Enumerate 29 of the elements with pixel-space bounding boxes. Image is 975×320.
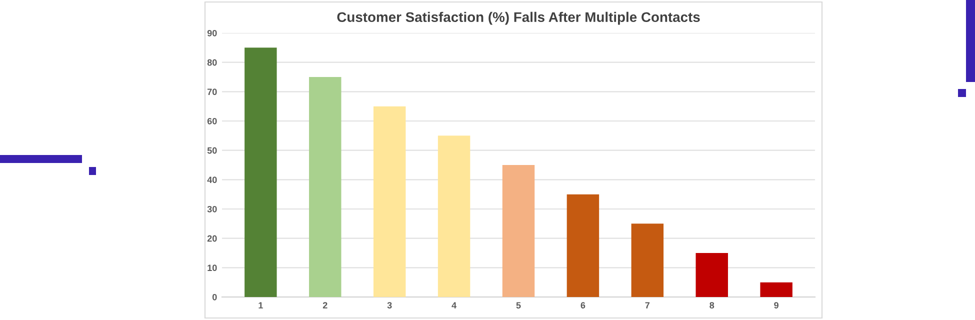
y-tick-label: 20	[207, 235, 217, 242]
chart-title: Customer Satisfaction (%) Falls After Multiple Contacts	[337, 12, 700, 25]
bar	[566, 194, 600, 297]
y-tick-label: 70	[207, 88, 217, 96]
x-tick-label: 2	[322, 302, 328, 308]
y-tick-label: 90	[207, 30, 217, 36]
bar	[502, 165, 535, 297]
y-tick-label: 30	[207, 206, 217, 212]
x-tick-label: 1	[258, 302, 263, 308]
bar	[631, 224, 664, 297]
y-tick-label: 80	[207, 59, 217, 66]
x-tick-label: 8	[710, 302, 714, 308]
bar	[760, 282, 792, 297]
x-tick-label: 9	[774, 302, 778, 308]
x-tick-label: 4	[452, 302, 457, 308]
y-tick-label: 40	[207, 176, 217, 184]
x-tick-label: 7	[645, 302, 650, 308]
bar	[244, 48, 277, 297]
y-tick-label: 0	[212, 294, 217, 300]
bar	[438, 136, 470, 297]
y-tick-label: 50	[207, 147, 217, 154]
bar	[696, 253, 728, 297]
bar	[309, 77, 342, 297]
bar	[373, 106, 406, 297]
x-tick-label: 6	[580, 302, 586, 308]
x-tick-label: 5	[516, 302, 521, 308]
y-tick-label: 10	[208, 264, 217, 272]
y-tick-label: 60	[207, 118, 217, 124]
x-tick-label: 3	[387, 302, 392, 309]
